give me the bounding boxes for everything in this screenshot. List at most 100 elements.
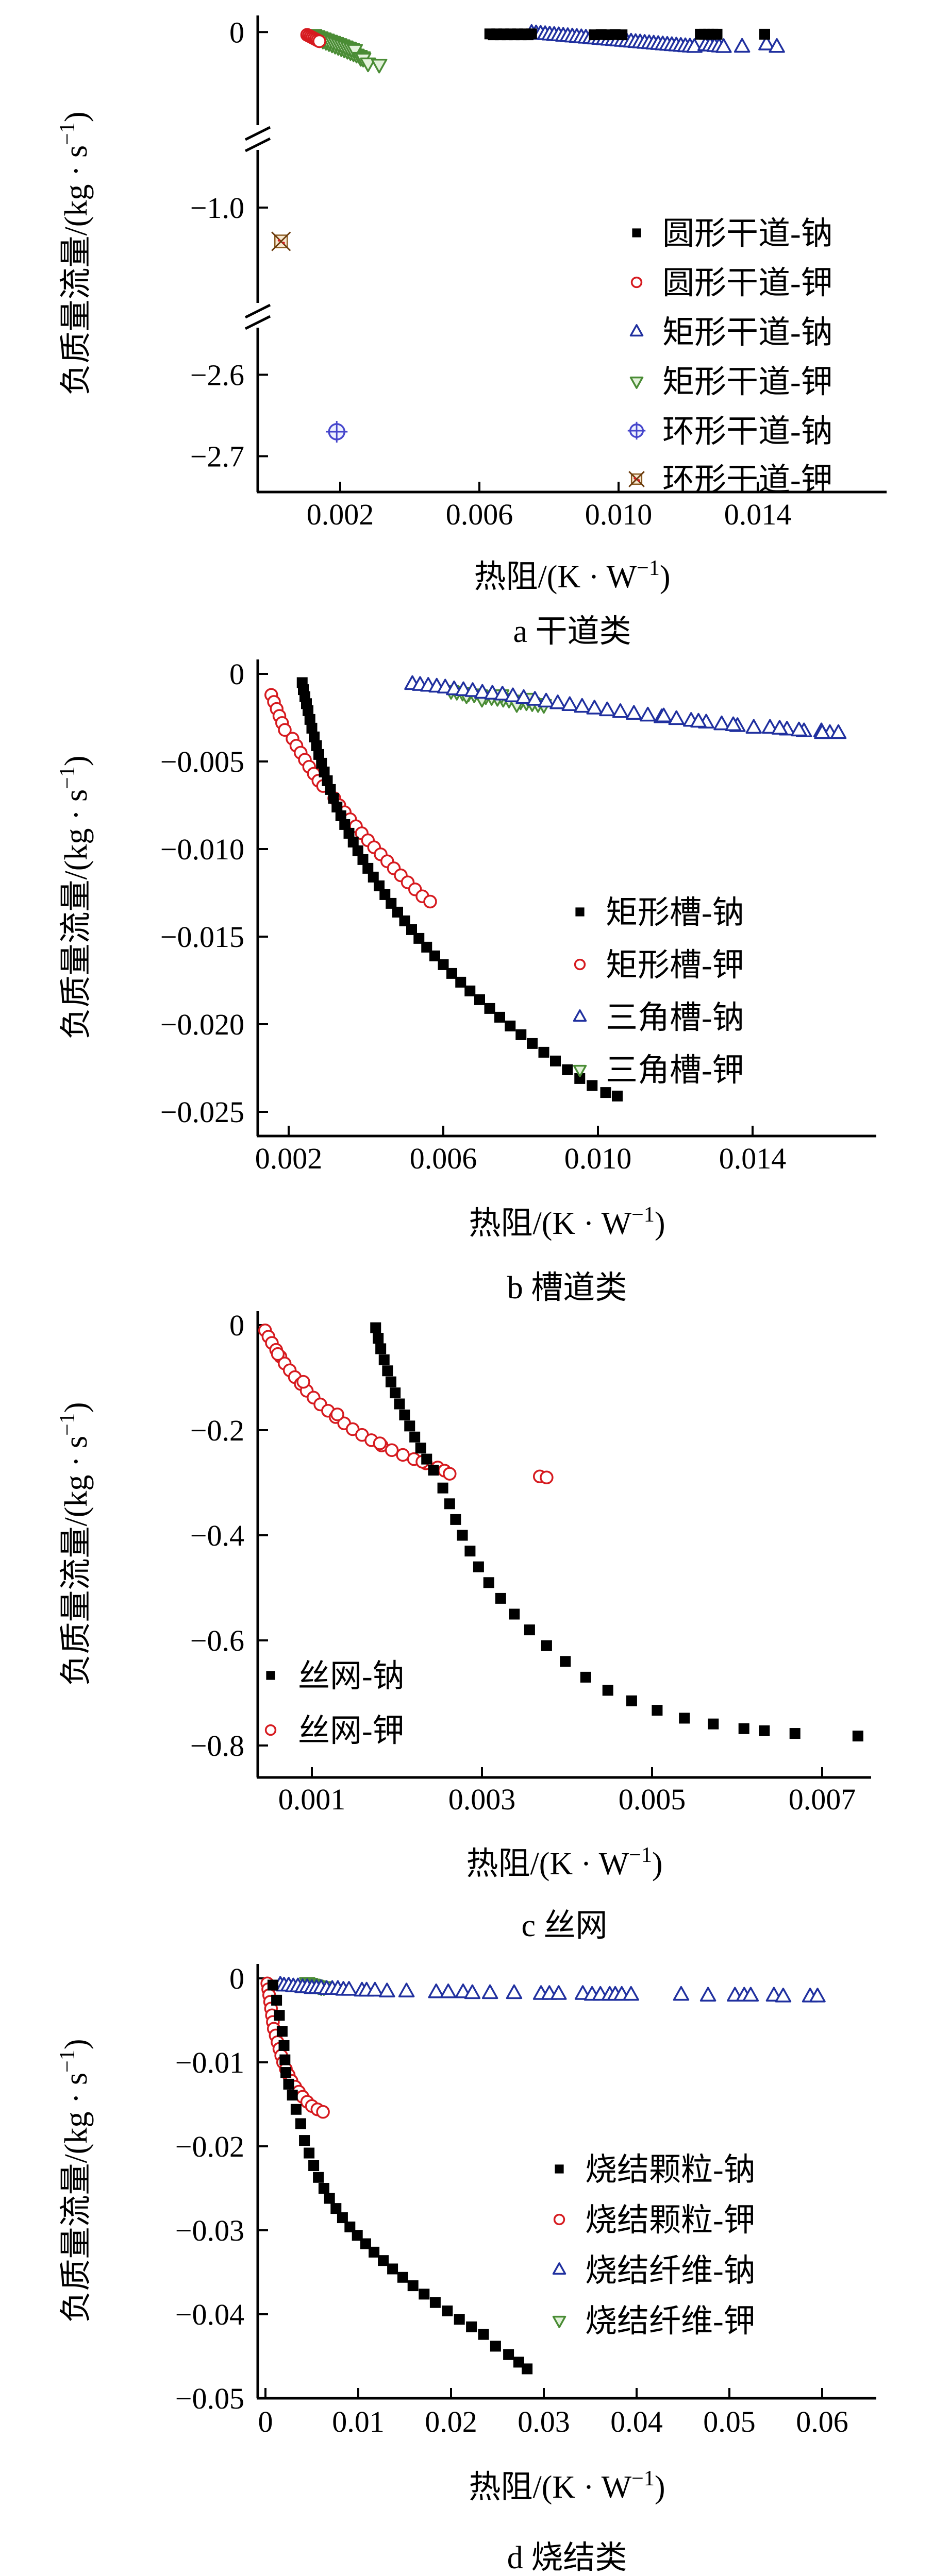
square-marker: [369, 2246, 380, 2258]
triangle-up-marker: [809, 1988, 826, 2003]
square-marker: [386, 897, 397, 909]
square-marker: [370, 1322, 381, 1333]
square-marker: [513, 2357, 524, 2368]
y-tick-label: −0.6: [190, 1624, 244, 1657]
square-marker: [352, 845, 363, 856]
square-marker: [450, 1514, 461, 1525]
panel-b-y-axis-title-group: 负质量流量/(kg · s−1): [56, 756, 94, 1040]
square-marker: [279, 2054, 291, 2065]
square-marker: [464, 985, 476, 996]
square-marker: [527, 1038, 538, 1049]
square-marker: [311, 740, 322, 751]
square-marker: [612, 1090, 623, 1101]
panel-a-y-axis-title: 负质量流量/(kg · s−1): [56, 112, 94, 396]
triangle-up-marker: [474, 684, 491, 699]
square-marker: [708, 1718, 719, 1730]
square-marker: [387, 2263, 398, 2275]
square-marker: [474, 994, 485, 1005]
triangle-up-marker: [745, 719, 762, 734]
square-marker: [374, 880, 385, 891]
triangle-up-marker: [775, 1988, 792, 2003]
square-marker: [343, 827, 355, 839]
series-丝网-钠: [370, 1322, 863, 1742]
square-marker: [437, 1482, 448, 1494]
square-marker: [390, 1387, 401, 1399]
triangle-down-marker: [371, 59, 388, 74]
legend-item-矩形干道-钠: 矩形干道-钠: [629, 315, 833, 350]
square-marker: [352, 2230, 363, 2241]
square-marker: [428, 1465, 439, 1476]
square-x-diag2: [271, 231, 291, 251]
square-marker: [385, 1376, 396, 1387]
legend-label: 圆形干道-钠: [662, 216, 833, 251]
triangle-up-marker: [640, 706, 656, 722]
triangle-down-marker: [573, 1064, 587, 1077]
square-marker: [328, 792, 339, 804]
square-marker: [484, 1003, 495, 1014]
triangle-up-marker: [814, 724, 830, 739]
square-marker: [759, 1725, 770, 1736]
legend-label: 丝网-钠: [298, 1659, 405, 1694]
y-tick-label: 0: [229, 1309, 244, 1342]
circle-marker: [316, 2105, 330, 2119]
square-marker: [394, 1398, 405, 1410]
square-marker: [373, 1333, 384, 1344]
square-marker: [421, 941, 432, 953]
panel-d-caption: d 烧结类: [507, 2540, 627, 2575]
square-marker: [446, 968, 457, 979]
legend-label: 环形干道-钾: [662, 463, 833, 498]
panel-c-legend: 丝网-钠丝网-钾: [264, 1659, 405, 1749]
y-tick-label: −0.2: [190, 1414, 244, 1447]
panel-b-x-axis-title: 热阻/(K · W−1): [469, 1203, 665, 1241]
x-tick-label: 0.010: [585, 498, 653, 531]
triangle-up-marker: [699, 1987, 716, 2002]
legend-item-丝网-钾: 丝网-钾: [264, 1714, 405, 1749]
square-marker: [602, 1685, 613, 1696]
x-tick-label: 0.014: [719, 1142, 787, 1175]
square-marker: [494, 1011, 505, 1023]
series-圆形干道-钠: [484, 28, 770, 41]
y-tick-label: 0: [229, 15, 244, 49]
triangle-up-marker: [771, 720, 788, 735]
square-marker: [509, 1608, 520, 1620]
triangle-up-marker: [573, 1009, 587, 1022]
square-marker: [308, 2160, 320, 2171]
square-marker: [382, 1365, 393, 1377]
triangle-up-marker: [561, 696, 578, 711]
y-tick-label: −0.025: [160, 1095, 244, 1129]
legend-label: 烧结纤维-钠: [585, 2253, 756, 2289]
circle-marker: [373, 1436, 387, 1450]
circle-marker: [443, 1467, 457, 1481]
square-marker: [515, 1029, 527, 1040]
y-tick-label: −0.04: [175, 2298, 244, 2331]
square-marker: [330, 2203, 342, 2214]
square-marker: [560, 1656, 571, 1667]
circle-marker: [271, 1347, 285, 1361]
legend-item-烧结纤维-钾: 烧结纤维-钾: [552, 2304, 756, 2339]
square-marker: [337, 2212, 348, 2224]
triangle-up-marker: [686, 38, 703, 53]
square-marker: [505, 1020, 516, 1031]
legend-item-三角槽-钠: 三角槽-钠: [573, 1001, 744, 1036]
triangle-down-marker: [360, 57, 376, 73]
square-x-dot: [634, 477, 637, 480]
triangle-up-marker: [440, 1983, 457, 1998]
triangle-down-marker: [552, 2315, 566, 2328]
legend-label: 矩形槽-钠: [606, 895, 744, 930]
square-marker: [399, 915, 410, 926]
y-tick-label: −0.02: [175, 2130, 244, 2163]
square-marker: [442, 2305, 453, 2316]
x-tick-label: 0.006: [446, 498, 513, 531]
square-x-dot: [277, 239, 280, 242]
x-tick-label: 0.001: [278, 1783, 346, 1816]
square-marker: [587, 1080, 598, 1091]
square-marker: [562, 1064, 573, 1075]
square-marker: [347, 836, 359, 848]
series-矩形槽-钠: [296, 677, 623, 1101]
series-烧结纤维-钠: [272, 1976, 826, 2003]
panel-b-y-axis-title: 负质量流量/(kg · s−1): [56, 756, 94, 1040]
square-marker: [483, 1577, 494, 1588]
triangle-up-marker: [551, 1985, 567, 2000]
